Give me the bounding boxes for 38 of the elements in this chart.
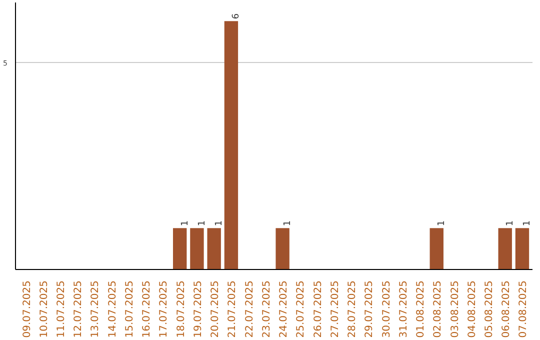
x-tick-label: 07.08.2025 bbox=[518, 280, 530, 338]
x-tick-label: 05.08.2025 bbox=[484, 280, 495, 338]
x-tick-label: 04.08.2025 bbox=[466, 280, 478, 338]
data-label: 1 bbox=[180, 220, 190, 226]
data-label: 1 bbox=[197, 220, 208, 226]
x-tick-label: 28.07.2025 bbox=[347, 280, 358, 338]
x-tick-label: 15.07.2025 bbox=[124, 280, 136, 338]
x-tick-label: 01.08.2025 bbox=[416, 280, 427, 338]
x-tick-label: 27.07.2025 bbox=[330, 280, 341, 338]
x-tick-label: 12.07.2025 bbox=[73, 280, 84, 338]
x-tick-label: 20.07.2025 bbox=[210, 280, 222, 338]
x-tick-label: 03.08.2025 bbox=[450, 280, 461, 338]
x-tick-label: 29.07.2025 bbox=[364, 280, 376, 338]
data-label: 6 bbox=[232, 13, 242, 20]
x-tick-label: 23.07.2025 bbox=[261, 280, 272, 338]
x-tick-label: 24.07.2025 bbox=[278, 280, 290, 338]
x-tick-label: 25.07.2025 bbox=[296, 280, 307, 338]
data-label: 1 bbox=[437, 220, 448, 226]
x-tick-label: 26.07.2025 bbox=[312, 280, 324, 338]
x-tick-label: 22.07.2025 bbox=[244, 280, 256, 338]
x-tick-label: 10.07.2025 bbox=[38, 280, 50, 338]
x-tick-label: 17.07.2025 bbox=[158, 280, 170, 338]
x-tick-label: 13.07.2025 bbox=[90, 280, 102, 338]
data-label: 1 bbox=[214, 220, 225, 226]
x-tick-label: 09.07.2025 bbox=[22, 280, 33, 338]
x-tick-label: 02.08.2025 bbox=[432, 280, 444, 338]
x-tick-label: 21.07.2025 bbox=[227, 280, 238, 338]
data-label: 1 bbox=[506, 220, 516, 226]
x-tick-label: 19.07.2025 bbox=[192, 280, 204, 338]
x-tick-label: 18.07.2025 bbox=[176, 280, 187, 338]
x-tick-label: 14.07.2025 bbox=[107, 280, 118, 338]
x-tick-label: 30.07.2025 bbox=[381, 280, 392, 338]
x-tick-label: 11.07.2025 bbox=[56, 280, 68, 338]
x-tick-label: 31.07.2025 bbox=[398, 280, 410, 338]
x-tick-label: 16.07.2025 bbox=[142, 280, 153, 338]
data-label: 1 bbox=[283, 220, 294, 226]
x-tick-label: 06.08.2025 bbox=[501, 280, 512, 338]
data-label: 1 bbox=[522, 220, 533, 226]
